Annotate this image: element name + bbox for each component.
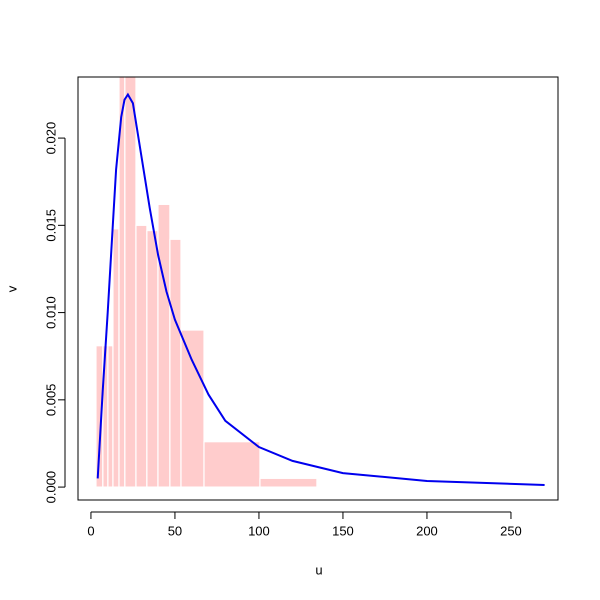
bar [146, 229, 159, 488]
x-tick-label: 150 [332, 523, 354, 538]
x-tick-label: 250 [500, 523, 522, 538]
bar [124, 77, 137, 488]
x-tick-label: 100 [248, 523, 270, 538]
bar [112, 228, 120, 488]
y-tick-label: 0.020 [43, 122, 58, 155]
bar [135, 224, 148, 488]
y-axis-label: v [4, 285, 19, 292]
plot-area [95, 77, 545, 488]
x-tick-label: 50 [168, 523, 182, 538]
y-tick-label: 0.015 [43, 209, 58, 242]
bar [107, 345, 114, 488]
x-axis-label: u [315, 562, 322, 577]
x-tick-label: 0 [87, 523, 94, 538]
density-curve [96, 92, 545, 486]
bar [169, 238, 182, 488]
plot-box [77, 76, 559, 501]
bar [157, 203, 171, 488]
y-tick-label: 0.010 [43, 296, 58, 329]
bar [259, 477, 318, 488]
y-tick-label: 0.005 [43, 384, 58, 417]
x-tick-label: 200 [416, 523, 438, 538]
y-tick-label: 0.000 [43, 471, 58, 504]
bar [180, 329, 205, 488]
bar [203, 441, 261, 488]
